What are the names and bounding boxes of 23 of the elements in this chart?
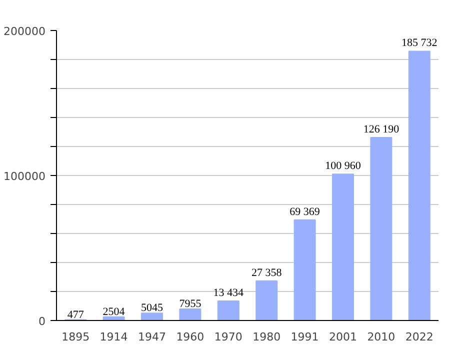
x-tick-label: 1914 (100, 330, 128, 344)
y-tick-label: 0 (38, 315, 46, 328)
data-label: 185 732 (402, 37, 438, 50)
x-tick-label: 1970 (214, 330, 242, 344)
data-label: 5045 (141, 302, 164, 314)
x-tick-label: 1895 (62, 330, 90, 344)
data-label: 69 369 (290, 206, 320, 218)
x-tick-label: 1991 (290, 330, 319, 344)
data-label: 7955 (179, 298, 202, 310)
y-tick-label: 100000 (4, 170, 46, 183)
data-label: 100 960 (325, 160, 362, 172)
x-tick-label: 1947 (138, 330, 166, 344)
x-tick-label: 2022 (405, 330, 434, 344)
x-tick-label: 1980 (252, 330, 281, 344)
data-label: 126 190 (363, 124, 400, 136)
x-tick-label: 2010 (367, 330, 396, 344)
data-label: 27 358 (251, 266, 282, 279)
data-label: 477 (67, 308, 84, 321)
x-tick-label: 1960 (176, 330, 204, 344)
data-label: 2504 (102, 306, 126, 318)
x-tick-label: 2001 (329, 330, 358, 344)
y-tick-label: 200000 (4, 25, 46, 38)
data-label: 13 434 (213, 287, 244, 300)
